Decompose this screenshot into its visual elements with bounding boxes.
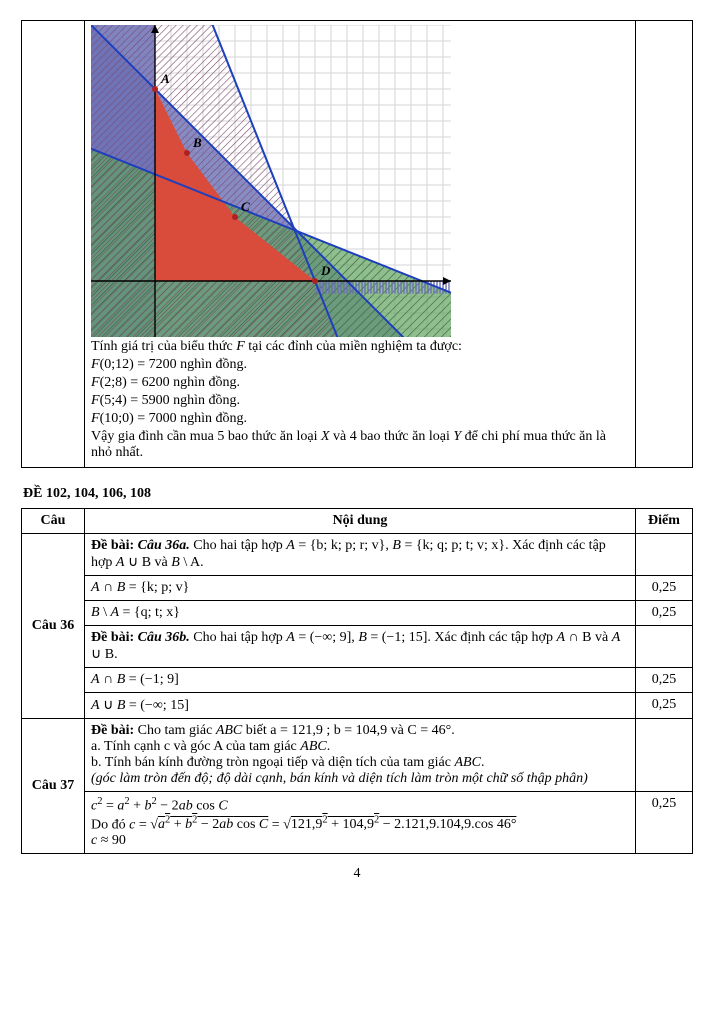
svg-text:D: D — [320, 263, 331, 278]
diem-cell: 0,25 — [636, 601, 693, 626]
noidung-cell: Đề bài: Câu 36a. Cho hai tập hợp A = {b;… — [85, 534, 636, 576]
noidung-cell: Đề bài: Cho tam giác ABC biết a = 121,9 … — [85, 719, 636, 792]
noidung-cell: Đề bài: Câu 36b. Cho hai tập hợp A = (−∞… — [85, 626, 636, 668]
cau-cell: Câu 37 — [22, 719, 85, 854]
diem-cell — [636, 626, 693, 668]
diem-cell: 0,25 — [636, 576, 693, 601]
svg-text:A: A — [160, 71, 170, 86]
top-text-line: F(5;4) = 5900 nghìn đồng. — [91, 393, 629, 409]
cau-cell: Câu 36 — [22, 534, 85, 719]
diem-cell — [636, 719, 693, 792]
noidung-cell: A ∪ B = (−∞; 15] — [85, 693, 636, 719]
diem-cell: 0,25 — [636, 792, 693, 854]
page-number: 4 — [21, 866, 693, 882]
top-text-line: F(0;12) = 7200 nghìn đồng. — [91, 357, 629, 373]
top-text-line: Vậy gia đình cần mua 5 bao thức ăn loại … — [91, 429, 629, 461]
diem-cell — [636, 534, 693, 576]
feasible-region-chart: A B C D — [91, 25, 451, 337]
top-left-cell — [22, 21, 85, 468]
top-content-cell: A B C D Tính giá trị của biểu thức F tại các… — [85, 21, 636, 468]
noidung-cell: A ∩ B = (−1; 9] — [85, 668, 636, 693]
top-text-line: F(2;8) = 6200 nghìn đồng. — [91, 375, 629, 391]
top-table: A B C D Tính giá trị của biểu thức F tại các… — [21, 20, 693, 468]
top-text-line: Tính giá trị của biểu thức F tại các đỉn… — [91, 339, 629, 355]
th-diem: Điểm — [636, 509, 693, 534]
noidung-cell: c2 = a2 + b2 − 2ab cos CDo đó c = √a2 + … — [85, 792, 636, 854]
th-noidung: Nội dung — [85, 509, 636, 534]
svg-text:C: C — [241, 199, 250, 214]
answer-table: Câu Nội dung Điểm Câu 36Đề bài: Câu 36a.… — [21, 508, 693, 854]
th-cau: Câu — [22, 509, 85, 534]
chart-wrap: A B C D — [91, 25, 629, 337]
top-text-line: F(10;0) = 7000 nghìn đồng. — [91, 411, 629, 427]
section-heading: ĐỀ 102, 104, 106, 108 — [23, 486, 693, 502]
noidung-cell: B \ A = {q; t; x} — [85, 601, 636, 626]
top-right-cell — [636, 21, 693, 468]
svg-text:B: B — [192, 135, 202, 150]
noidung-cell: A ∩ B = {k; p; v} — [85, 576, 636, 601]
diem-cell: 0,25 — [636, 693, 693, 719]
diem-cell: 0,25 — [636, 668, 693, 693]
